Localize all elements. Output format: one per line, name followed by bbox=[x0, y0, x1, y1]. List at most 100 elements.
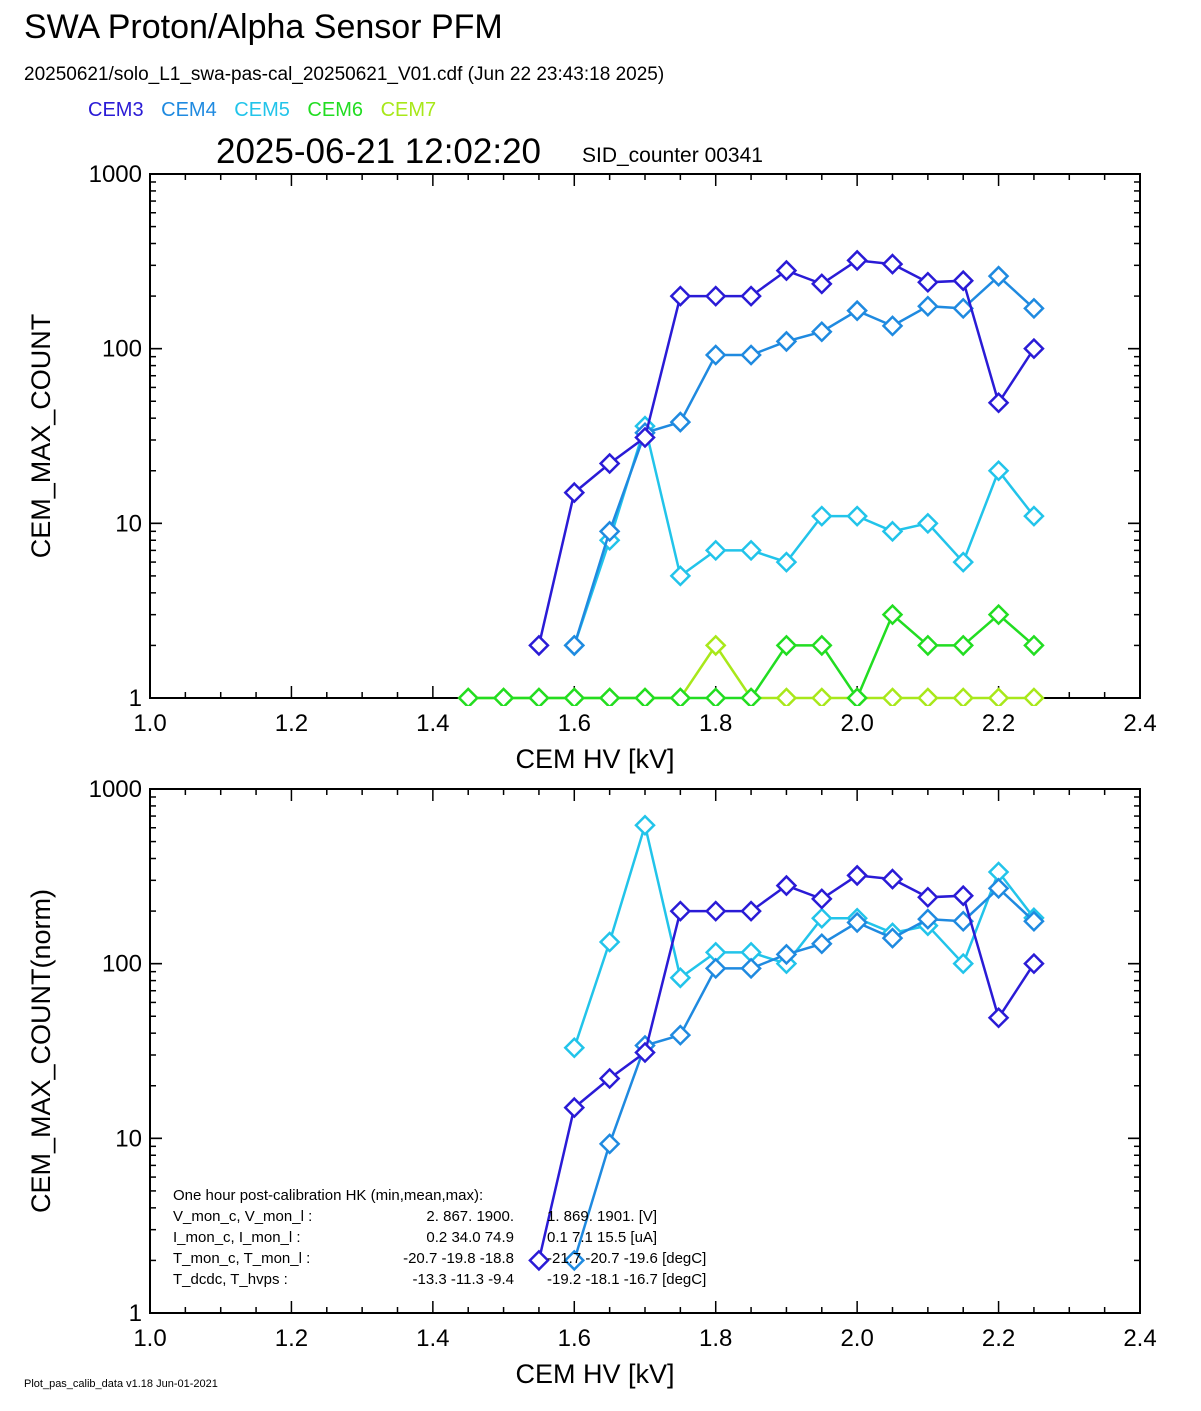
hk-row-l: -21.7 -20.7 -19.6 [degC] bbox=[547, 1250, 706, 1267]
data-point-cem3 bbox=[598, 452, 621, 475]
data-point-cem4 bbox=[881, 927, 904, 949]
legend: CEM3 CEM4 CEM5 CEM6 CEM7 bbox=[88, 99, 448, 122]
data-point-cem3 bbox=[740, 285, 762, 307]
data-point-cem4 bbox=[917, 295, 939, 317]
x-tick-label: 1.0 bbox=[133, 710, 166, 737]
data-point-cem4 bbox=[775, 943, 798, 966]
data-point-cem7 bbox=[987, 687, 1010, 706]
x-axis-label: CEM HV [kV] bbox=[515, 744, 674, 774]
file-info: 20250621/solo_L1_swa-pas-cal_20250621_V0… bbox=[24, 64, 665, 85]
data-point-cem5 bbox=[811, 907, 833, 930]
data-point-cem3 bbox=[704, 285, 727, 307]
data-point-cem3 bbox=[634, 426, 656, 449]
data-point-cem6 bbox=[598, 687, 621, 706]
data-point-cem4 bbox=[846, 911, 868, 934]
data-point-cem7 bbox=[775, 687, 798, 706]
data-point-cem7 bbox=[952, 687, 974, 706]
data-point-cem6 bbox=[492, 687, 515, 706]
hk-row-l: 0.1 7.1 15.5 [uA] bbox=[547, 1229, 657, 1246]
x-tick-label: 1.4 bbox=[416, 710, 449, 737]
data-point-cem7 bbox=[1023, 687, 1045, 706]
y-tick-label: 100 bbox=[102, 336, 142, 363]
data-point-cem4 bbox=[811, 320, 833, 343]
data-point-cem3 bbox=[1023, 337, 1045, 360]
data-point-cem4 bbox=[1023, 910, 1045, 932]
timestamp: 2025-06-21 12:02:20 bbox=[216, 132, 541, 171]
sid-counter: SID_counter 00341 bbox=[582, 144, 763, 167]
data-point-cem4 bbox=[1023, 297, 1045, 320]
data-point-cem5 bbox=[846, 505, 868, 527]
data-point-cem6 bbox=[634, 687, 656, 706]
data-point-cem3 bbox=[987, 392, 1010, 414]
data-point-cem3 bbox=[1023, 952, 1045, 975]
data-point-cem4 bbox=[669, 1024, 692, 1046]
hk-row-c: -20.7 -19.8 -18.8 bbox=[403, 1250, 514, 1267]
series-line-cem5 bbox=[573, 421, 1035, 646]
data-point-cem4 bbox=[563, 634, 586, 657]
y-tick-label: 1000 bbox=[89, 161, 142, 188]
data-point-cem3 bbox=[917, 271, 939, 294]
series-line-cem6 bbox=[468, 612, 1035, 701]
legend-entry-cem7: CEM7 bbox=[380, 99, 437, 121]
plot-cem-max-count-norm: 1.0 1.2 1.4 1.6 1.8 2.0 2.2 2.4 1 10 100 1000 CEM HV… bbox=[26, 776, 1157, 1389]
hk-row-l: 1. 869. 1901. [V] bbox=[547, 1208, 657, 1225]
data-point-cem4 bbox=[704, 344, 727, 366]
data-point-cem5 bbox=[775, 551, 798, 573]
x-tick-label: 1.2 bbox=[275, 1325, 308, 1352]
data-point-cem6 bbox=[528, 687, 550, 706]
data-point-cem3 bbox=[775, 259, 798, 282]
data-point-cem7 bbox=[881, 687, 904, 706]
data-point-cem4 bbox=[846, 299, 868, 322]
data-point-cem3 bbox=[846, 864, 868, 887]
data-point-cem4 bbox=[987, 265, 1010, 287]
data-point-cem5 bbox=[952, 952, 974, 975]
data-point-cem6 bbox=[775, 634, 798, 657]
data-point-cem3 bbox=[775, 874, 798, 897]
hk-row-c: 2. 867. 1900. bbox=[426, 1208, 514, 1225]
data-point-cem3 bbox=[598, 1067, 621, 1090]
y-tick-label: 1 bbox=[129, 1300, 142, 1327]
x-tick-label: 1.6 bbox=[558, 710, 591, 737]
y-axis-label: CEM_MAX_COUNT bbox=[26, 314, 56, 559]
data-point-cem3 bbox=[881, 868, 904, 890]
y-tick-label: 1 bbox=[129, 685, 142, 712]
data-point-cem5 bbox=[669, 967, 692, 989]
data-point-cem4 bbox=[740, 344, 762, 366]
data-point-cem6 bbox=[917, 634, 939, 657]
data-point-cem3 bbox=[528, 634, 550, 657]
x-tick-label: 1.6 bbox=[558, 1325, 591, 1352]
y-tick-label: 100 bbox=[102, 951, 142, 978]
data-point-cem3 bbox=[881, 253, 904, 275]
x-tick-label: 1.0 bbox=[133, 1325, 166, 1352]
data-point-cem6 bbox=[881, 603, 904, 626]
plot-cem-max-count: 1.0 1.2 1.4 1.6 1.8 2.0 2.2 2.4 1 10 100 1000 CEM HV… bbox=[26, 161, 1157, 774]
footer-version: Plot_pas_calib_data v1.18 Jun-01-2021 bbox=[24, 1378, 218, 1390]
y-tick-label: 10 bbox=[115, 1125, 142, 1152]
series-line-cem4 bbox=[573, 886, 1035, 1261]
data-point-cem3 bbox=[952, 884, 974, 907]
data-point-cem5 bbox=[952, 551, 974, 573]
legend-entry-cem4: CEM4 bbox=[161, 99, 217, 121]
hk-row-label: I_mon_c, I_mon_l : bbox=[173, 1229, 301, 1246]
data-point-cem4 bbox=[740, 957, 762, 980]
data-point-cem4 bbox=[917, 908, 939, 930]
x-tick-label: 1.8 bbox=[699, 710, 732, 737]
data-point-cem6 bbox=[563, 687, 586, 706]
data-point-cem6 bbox=[740, 687, 762, 706]
legend-entry-cem5: CEM5 bbox=[234, 99, 290, 121]
data-point-cem6 bbox=[704, 687, 727, 706]
legend-entry-cem6: CEM6 bbox=[307, 99, 363, 121]
x-tick-label: 2.4 bbox=[1123, 1325, 1156, 1352]
data-point-cem4 bbox=[811, 932, 833, 955]
hk-row-label: T_mon_c, T_mon_l : bbox=[173, 1250, 310, 1267]
data-point-cem7 bbox=[704, 634, 727, 657]
data-point-cem6 bbox=[952, 634, 974, 657]
series-line-cem4 bbox=[573, 274, 1035, 646]
x-tick-label: 1.8 bbox=[699, 1325, 732, 1352]
data-point-cem5 bbox=[740, 539, 762, 562]
data-point-cem3 bbox=[917, 886, 939, 909]
data-point-cem3 bbox=[987, 1007, 1010, 1029]
x-tick-label: 1.2 bbox=[275, 710, 308, 737]
data-point-cem4 bbox=[598, 520, 621, 543]
